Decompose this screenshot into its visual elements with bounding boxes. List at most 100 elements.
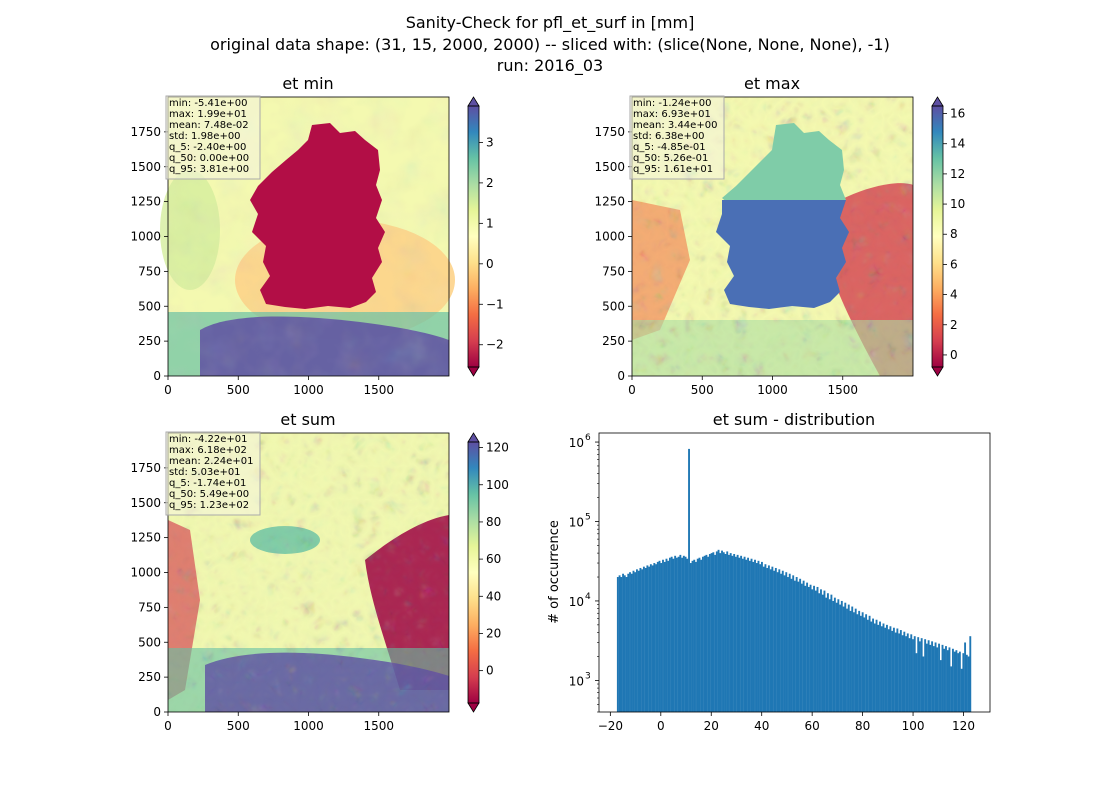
histogram-bar: [729, 553, 732, 712]
histogram-bar: [636, 569, 638, 712]
panel-title: et min: [282, 74, 333, 93]
histogram-bar: [898, 633, 901, 712]
y-axis-label: # of occurrence: [547, 520, 562, 624]
colorbar-frame: [467, 441, 480, 704]
histogram-bar: [894, 632, 897, 712]
histogram-bar: [837, 599, 840, 712]
histogram-bar: [868, 615, 871, 712]
histogram-bar: [960, 668, 963, 712]
histogram-bar: [825, 597, 828, 712]
colorbar-gradient: [468, 442, 479, 703]
panel-et-max: 0 500 1000 1500 02505007501000125015001750 …: [594, 74, 965, 397]
histogram-bar: [922, 656, 925, 712]
y-tick-label: 1000: [130, 230, 161, 244]
histogram-bar: [736, 554, 739, 712]
histogram-bar: [938, 643, 940, 712]
histogram-bar: [705, 554, 708, 712]
histogram-bar: [724, 553, 727, 712]
histogram-bar: [859, 615, 862, 712]
histogram-bar: [715, 551, 718, 712]
histogram-bar: [802, 580, 805, 712]
histogram-bar: [733, 553, 736, 712]
y-tick-label: 500: [602, 299, 625, 313]
histogram-bar: [814, 590, 817, 712]
histogram-bar: [892, 627, 895, 712]
histogram-bar: [743, 556, 746, 712]
histogram-bar: [912, 639, 914, 712]
colorbar-tick-label: 2: [486, 176, 494, 190]
histogram-bar: [700, 559, 703, 712]
x-tick-label: 500: [227, 383, 250, 397]
suptitle-line-2: original data shape: (31, 15, 2000, 2000…: [210, 35, 890, 54]
histogram-bar: [773, 570, 776, 712]
y-tick-label: 1500: [594, 160, 625, 174]
histogram-bar: [710, 553, 713, 712]
histogram-bar: [953, 651, 956, 712]
y-tick-label-base: 10: [569, 515, 584, 529]
histogram-bar: [833, 597, 836, 712]
stats-box-line: max: 6.18e+02: [169, 445, 247, 456]
histogram-bar: [793, 580, 796, 712]
y-tick-label-exponent: 5: [585, 512, 591, 522]
histogram-bar: [693, 559, 696, 712]
histogram-bar: [757, 560, 760, 712]
histogram-bar: [686, 558, 689, 712]
y-tick-label-exponent: 4: [585, 592, 591, 602]
y-tick-label: 250: [138, 334, 161, 348]
colorbar-frame: [931, 105, 944, 368]
histogram-bar: [955, 650, 958, 712]
histogram-bar: [901, 635, 904, 712]
y-axis: 0 250 500 750 1000 1250 1500 1750: [130, 461, 168, 719]
histogram-bar: [821, 594, 824, 712]
y-tick-label-exponent: 3: [585, 671, 591, 681]
histogram-bar: [776, 572, 779, 712]
colorbar-tick-label: 0: [486, 257, 494, 271]
histogram-bar: [809, 584, 812, 712]
histogram-bar: [908, 638, 911, 712]
histogram-bar: [684, 556, 687, 712]
histogram-bar: [696, 558, 699, 712]
y-tick-label: 750: [138, 600, 161, 614]
histogram-bar: [800, 583, 803, 712]
y-tick-label: 1750: [594, 125, 625, 139]
histogram-bar: [653, 563, 656, 712]
histogram-bar: [707, 556, 710, 712]
histogram-bar: [767, 565, 770, 712]
histogram-bar: [873, 623, 876, 712]
histogram-bar: [962, 653, 965, 712]
histogram-bar: [651, 565, 654, 712]
histogram-bar: [663, 561, 666, 712]
histogram-bar: [910, 634, 913, 712]
histogram-bar: [939, 660, 942, 712]
histogram-bar: [886, 624, 888, 712]
stats-box-line: q_50: 5.49e+00: [169, 489, 249, 500]
y-tick-label: 0: [153, 705, 161, 719]
histogram-bar: [641, 569, 644, 712]
histogram-bar: [754, 559, 756, 712]
histogram-bar: [769, 569, 772, 712]
heatmap-region-germany-south: [716, 200, 849, 309]
x-tick-label: 0: [628, 383, 636, 397]
histogram-bar: [656, 561, 659, 712]
histogram-bar: [630, 573, 633, 712]
histogram-bar: [714, 554, 717, 712]
histogram-bar: [965, 654, 968, 712]
histogram-bar: [688, 448, 690, 712]
histogram-bar: [957, 653, 960, 712]
stats-box-line: q_95: 3.81e+00: [169, 164, 249, 175]
heatmap-region-germany-north: [722, 123, 846, 205]
histogram-bar: [682, 555, 685, 712]
stats-box-line: q_95: 1.23e+02: [169, 500, 249, 511]
stats-box-line: q_5: -1.74e+01: [169, 478, 246, 489]
stats-box-line: q_50: 5.26e-01: [633, 153, 708, 164]
histogram-bar: [795, 577, 798, 712]
colorbar-tick-label: 0: [950, 348, 958, 362]
panel-title: et max: [744, 74, 800, 93]
stats-box-line: std: 5.03e+01: [169, 467, 241, 478]
y-tick-label: 500: [138, 635, 161, 649]
histogram-bar: [936, 647, 939, 712]
x-tick-label: 1000: [293, 383, 324, 397]
y-tick-label: 1500: [130, 496, 161, 510]
stats-box-background: [165, 95, 261, 180]
